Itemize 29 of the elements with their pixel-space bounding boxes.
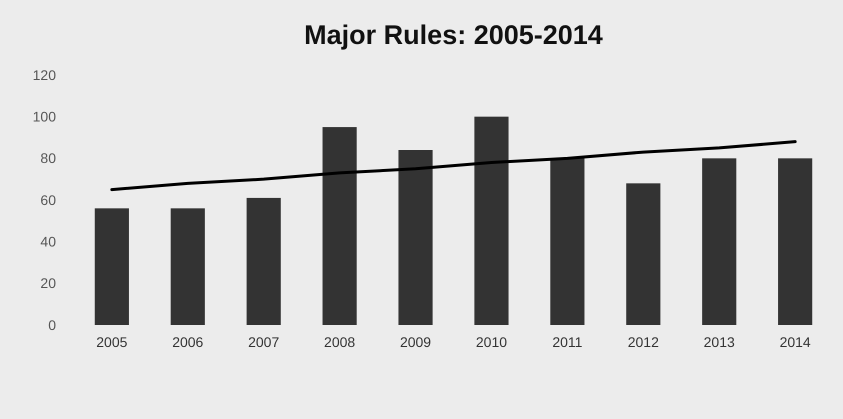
- y-tick-label: 80: [40, 150, 56, 166]
- bar: [322, 127, 357, 325]
- y-tick-label: 60: [40, 192, 56, 208]
- x-tick-label: 2009: [400, 334, 432, 350]
- bar: [626, 183, 660, 325]
- bar: [246, 198, 281, 325]
- chart-title: Major Rules: 2005-2014: [304, 20, 603, 50]
- x-tick-label: 2013: [704, 334, 735, 350]
- y-tick-label: 40: [40, 234, 56, 250]
- bar: [398, 150, 433, 325]
- bar: [778, 158, 812, 325]
- x-tick-label: 2011: [552, 334, 583, 350]
- x-tick-label: 2006: [172, 334, 204, 350]
- x-tick-label: 2010: [476, 334, 508, 350]
- x-tick-label: 2014: [780, 334, 811, 350]
- x-tick-label: 2008: [324, 334, 356, 350]
- bar: [94, 208, 129, 325]
- y-tick-label: 0: [48, 316, 56, 333]
- line-series: [110, 140, 797, 192]
- bar: [170, 208, 205, 325]
- x-tick-label: 2007: [248, 334, 280, 350]
- y-tick-label: 20: [40, 275, 56, 292]
- x-tick-label: 2005: [96, 334, 128, 350]
- x-tick-label: 2012: [628, 334, 660, 350]
- bar: [702, 158, 736, 325]
- y-tick-label: 120: [32, 66, 56, 83]
- bar: [474, 116, 509, 325]
- y-tick-label: 100: [32, 108, 56, 125]
- bar: [550, 158, 584, 325]
